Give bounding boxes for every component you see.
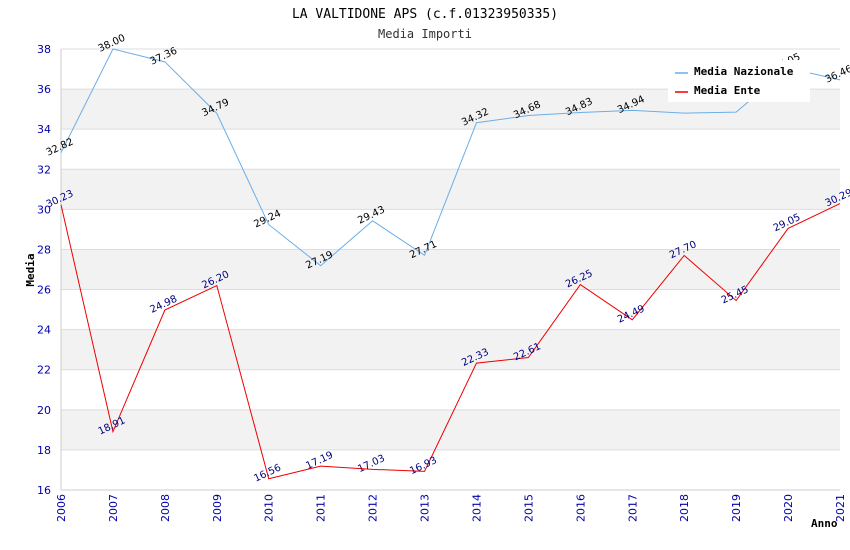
grid-band xyxy=(61,329,840,370)
legend-label-ente: Media Ente xyxy=(694,84,761,97)
tick-labels: 16 18 20 22 24 26 28 30 32 34 36 38 2006 2007 2008 2009… xyxy=(37,43,847,522)
x-tick-label: 2021 xyxy=(834,494,847,522)
data-label-ente: 17.03 xyxy=(356,453,387,475)
y-tick-label: 36 xyxy=(37,83,51,96)
y-tick-label: 20 xyxy=(37,404,51,417)
legend-box xyxy=(668,60,810,102)
x-tick-label: 2008 xyxy=(159,494,172,522)
y-axis-label: Media xyxy=(24,253,37,286)
chart-title: LA VALTIDONE APS (c.f.01323950335) xyxy=(292,7,558,22)
x-tick-label: 2010 xyxy=(263,494,276,522)
y-tick-label: 22 xyxy=(37,364,51,377)
x-tick-label: 2019 xyxy=(730,494,743,522)
y-tick-label: 38 xyxy=(37,43,51,56)
data-label-ente: 17.19 xyxy=(304,450,335,472)
x-axis-label: Anno xyxy=(811,517,838,530)
data-label-ente: 24.49 xyxy=(616,304,647,326)
x-tick-label: 2016 xyxy=(574,494,587,522)
y-tick-label: 18 xyxy=(37,444,51,457)
data-label-ente: 16.93 xyxy=(408,455,439,477)
x-tick-label: 2014 xyxy=(470,494,483,522)
y-tick-label: 26 xyxy=(37,284,51,297)
y-tick-label: 34 xyxy=(37,123,51,136)
gridlines xyxy=(61,48,840,491)
x-tick-label: 2009 xyxy=(211,494,224,522)
legend-label-naz: Media Nazionale xyxy=(694,65,794,78)
series-lines xyxy=(60,48,841,480)
background-bands xyxy=(61,89,840,450)
x-tick-label: 2017 xyxy=(626,494,639,522)
chart-subtitle: Media Importi xyxy=(378,27,472,41)
x-tick-label: 2015 xyxy=(522,494,535,522)
x-tick-label: 2007 xyxy=(107,494,120,522)
data-label-naz: 29.24 xyxy=(252,208,283,230)
legend: Media Nazionale Media Ente xyxy=(668,60,810,102)
grid-band xyxy=(61,249,840,290)
data-label-ente: 16.56 xyxy=(252,462,283,484)
data-label-naz: 36.46 xyxy=(824,64,850,86)
data-label-naz: 32.82 xyxy=(45,137,76,159)
x-tick-label: 2020 xyxy=(782,494,795,522)
x-tick-label: 2011 xyxy=(315,494,328,522)
x-tick-label: 2006 xyxy=(55,494,68,522)
y-tick-label: 32 xyxy=(37,163,51,176)
y-tick-label: 16 xyxy=(37,484,51,497)
series-line-naz xyxy=(60,48,841,267)
data-label-ente: 29.05 xyxy=(772,212,803,234)
x-tick-label: 2013 xyxy=(419,494,432,522)
x-tick-label: 2012 xyxy=(367,494,380,522)
y-tick-label: 30 xyxy=(37,203,51,216)
axes xyxy=(60,49,840,491)
y-tick-label: 28 xyxy=(37,243,51,256)
series-line-ente xyxy=(60,203,841,480)
y-tick-label: 24 xyxy=(37,324,51,337)
grid-band xyxy=(61,409,840,450)
x-tick-label: 2018 xyxy=(678,494,691,522)
